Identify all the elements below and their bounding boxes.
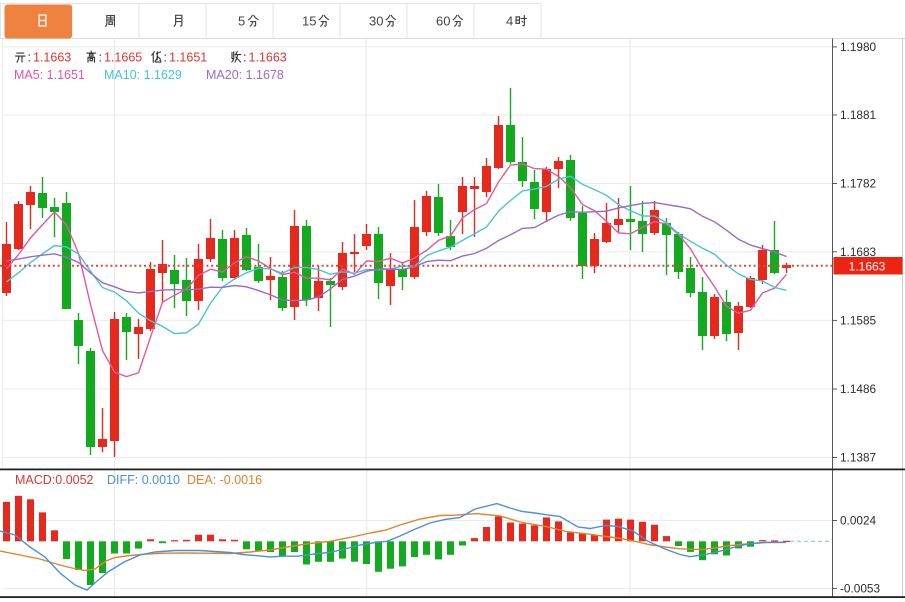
svg-text:15: 15 [302, 14, 316, 29]
svg-text:MA10: 1.1629: MA10: 1.1629 [104, 68, 182, 82]
svg-text:1.1585: 1.1585 [840, 313, 877, 327]
svg-text:1.1683: 1.1683 [840, 245, 877, 259]
svg-text:1.1663: 1.1663 [249, 51, 287, 65]
svg-text::: : [99, 51, 102, 65]
svg-text:0.0024: 0.0024 [840, 514, 877, 528]
svg-text:1.1651: 1.1651 [169, 51, 207, 65]
svg-text:MA5: 1.1651: MA5: 1.1651 [14, 68, 85, 82]
svg-text:MA20: 1.1678: MA20: 1.1678 [206, 68, 284, 82]
svg-text:30: 30 [369, 14, 383, 29]
svg-text:60: 60 [436, 14, 450, 29]
svg-text:DIFF: 0.0010: DIFF: 0.0010 [107, 473, 180, 487]
svg-text::: : [164, 51, 167, 65]
svg-text:1.1665: 1.1665 [104, 51, 142, 65]
svg-text:1.1663: 1.1663 [33, 51, 71, 65]
svg-text:DEA: -0.0016: DEA: -0.0016 [187, 473, 262, 487]
svg-text:1.1486: 1.1486 [840, 382, 877, 396]
svg-text:5: 5 [238, 14, 245, 29]
svg-text:-0.0053: -0.0053 [840, 581, 880, 595]
svg-text:1.1782: 1.1782 [840, 177, 876, 191]
svg-text:1.1881: 1.1881 [840, 108, 876, 122]
svg-text::: : [243, 51, 246, 65]
svg-text::: : [28, 51, 31, 65]
svg-text:1.1663: 1.1663 [849, 259, 886, 273]
svg-text:4: 4 [506, 14, 513, 29]
svg-text:1.1387: 1.1387 [840, 451, 876, 465]
svg-text:MACD:0.0052: MACD:0.0052 [15, 473, 94, 487]
svg-text:1.1980: 1.1980 [840, 40, 877, 54]
